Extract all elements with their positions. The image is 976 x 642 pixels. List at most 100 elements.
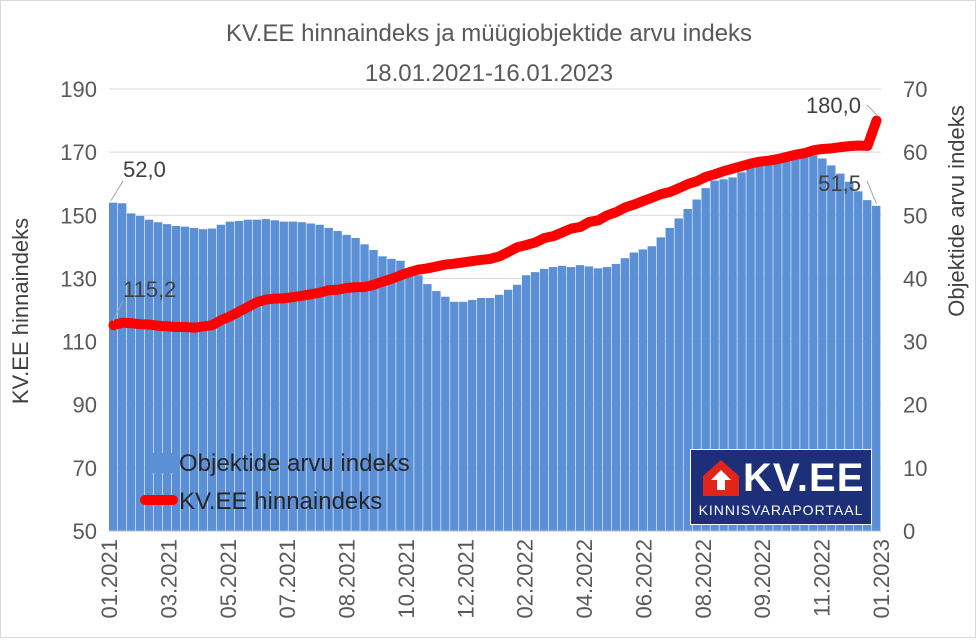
right-tick-label: 70 — [903, 77, 927, 102]
left-tick-label: 50 — [73, 519, 97, 544]
x-tick-label: 07.2021 — [275, 539, 300, 619]
x-tick-label: 10.2021 — [394, 539, 419, 619]
bar — [378, 256, 387, 531]
bar — [288, 221, 297, 531]
x-tick-label: 06.2022 — [631, 539, 656, 619]
bar — [557, 265, 567, 531]
bar — [234, 220, 244, 531]
bar — [836, 173, 845, 531]
x-tick-label: 04.2022 — [572, 539, 597, 619]
logo-brand: KV.EE — [743, 456, 865, 500]
bar — [144, 219, 154, 531]
bar — [171, 226, 181, 531]
legend-label-bars: Objektide arvu indeks — [179, 450, 410, 477]
x-axis: 01.2021 03.2021 05.2021 07.2021 08.2021 10.20… — [97, 530, 894, 619]
bar — [728, 177, 737, 531]
line-last-label: 180,0 — [806, 93, 861, 118]
line-series — [108, 115, 882, 333]
bar — [109, 202, 118, 531]
bar-first-label: 52,0 — [123, 157, 166, 182]
chart-title: KV.EE hinnaindeks ja müügiobjektide arvu… — [226, 20, 752, 47]
right-tick-label: 50 — [903, 203, 927, 228]
kv-ee-logo: KV.EE KINNISVARAPORTAAL — [690, 449, 872, 525]
bar — [593, 268, 603, 531]
x-tick-label: 02.2022 — [513, 539, 538, 619]
bar — [773, 159, 782, 531]
house-icon — [703, 460, 739, 496]
bar — [827, 165, 836, 531]
bar — [683, 208, 692, 531]
bar — [629, 252, 639, 532]
right-tick-label: 40 — [903, 266, 927, 291]
right-tick-label: 60 — [903, 140, 927, 165]
bar — [477, 298, 486, 531]
right-tick-label: 10 — [903, 456, 927, 481]
bar — [117, 203, 127, 531]
bar — [351, 238, 360, 531]
x-tick-label: 11.2022 — [810, 539, 835, 617]
bar — [530, 272, 540, 531]
left-tick-label: 130 — [60, 266, 97, 291]
left-tick-label: 170 — [60, 140, 97, 165]
right-tick-label: 0 — [903, 519, 915, 544]
bar — [153, 222, 163, 531]
bar-last-label: 51,5 — [818, 171, 861, 196]
left-tick-label: 70 — [73, 456, 97, 481]
bar — [548, 267, 558, 531]
x-tick-label: 08.2021 — [335, 539, 360, 619]
bar — [198, 229, 208, 532]
right-tick-label: 20 — [903, 393, 927, 418]
bar — [135, 215, 145, 531]
bar — [701, 188, 710, 532]
bar — [405, 268, 414, 531]
bar — [432, 291, 441, 531]
bar — [818, 158, 827, 531]
bar — [189, 227, 199, 531]
bar — [800, 155, 809, 532]
bar — [459, 301, 468, 531]
bar — [620, 258, 630, 531]
bar — [647, 246, 656, 531]
price-index-line — [108, 115, 882, 333]
line-last-leader — [866, 104, 877, 115]
bar — [737, 172, 746, 531]
x-tick-label: 12.2021 — [453, 539, 478, 619]
bar — [719, 179, 728, 531]
bar — [575, 265, 585, 531]
left-axis: 50 70 90 110 130 150 170 190 — [60, 77, 97, 544]
bar — [252, 219, 262, 531]
bar — [854, 191, 863, 531]
bar — [566, 267, 576, 531]
x-tick-label: 01.2023 — [869, 539, 894, 619]
left-tick-label: 110 — [62, 330, 97, 355]
bar — [423, 284, 432, 531]
data-labels: 52,0 115,2 180,0 51,5 — [110, 93, 877, 322]
legend-swatch-bars — [147, 453, 175, 473]
bar — [764, 161, 773, 531]
bar — [782, 158, 791, 531]
bar — [441, 296, 450, 531]
bar — [665, 227, 674, 531]
bar — [333, 231, 342, 532]
right-axis-label: Objektide arvu indeks — [944, 105, 969, 317]
x-tick-label: 05.2021 — [216, 539, 241, 619]
legend: Objektide arvu indeks KV.EE hinnaindeks — [140, 450, 410, 515]
x-tick-label: 01.2021 — [97, 539, 122, 619]
bar — [216, 224, 226, 531]
bar — [207, 228, 217, 531]
bar — [225, 221, 235, 531]
bar-series — [109, 155, 881, 532]
bar — [602, 267, 612, 531]
bar — [512, 284, 522, 531]
bar — [503, 289, 513, 531]
bar — [126, 213, 136, 532]
bar — [791, 155, 800, 532]
line-first-leader — [112, 300, 124, 322]
chart-subtitle: 18.01.2021-16.01.2023 — [365, 60, 613, 87]
bar — [270, 220, 279, 531]
bar — [656, 237, 665, 531]
bar — [638, 249, 648, 531]
x-tick-label: 09.2022 — [750, 539, 775, 619]
bar — [539, 268, 549, 531]
